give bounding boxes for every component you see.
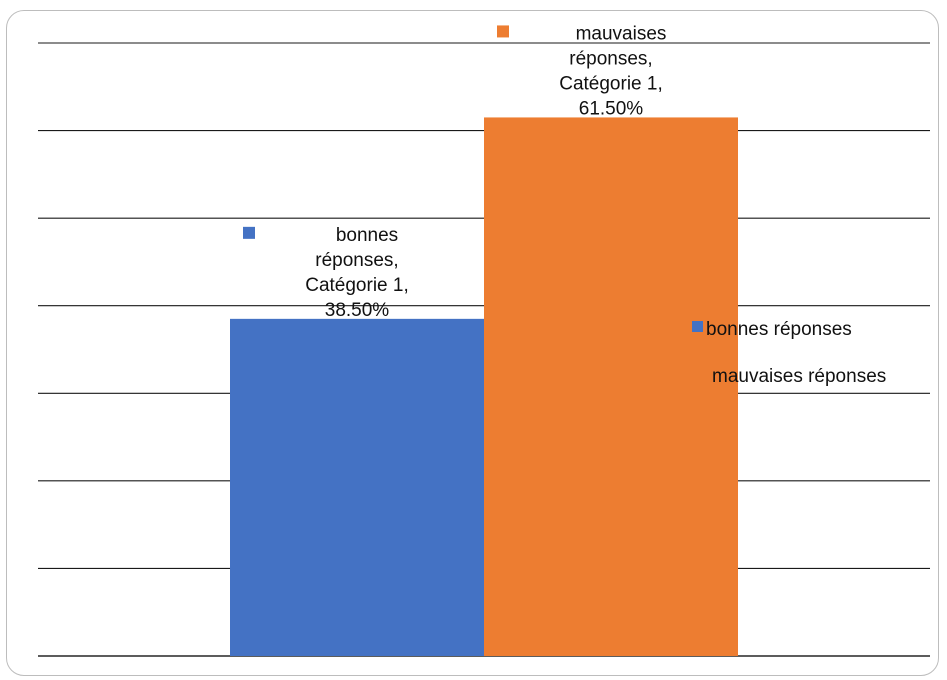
bar-mauvaises-reponses bbox=[484, 117, 738, 656]
data-label-bonnes-line-3: Catégorie 1, bbox=[305, 275, 409, 296]
data-label-bonnes-line-4: 38.50% bbox=[325, 300, 390, 321]
data-label-bonnes-line-1: bonnes bbox=[336, 225, 398, 246]
data-label-key-mauvaises bbox=[497, 25, 509, 38]
data-label-mauvaises-line-4: 61.50% bbox=[579, 98, 644, 119]
data-label-bonnes-line-2: réponses, bbox=[315, 250, 398, 271]
legend-key-bonnes-reponses bbox=[692, 321, 703, 332]
data-label-mauvaises-line-2: réponses, bbox=[569, 48, 652, 69]
legend-label-bonnes-reponses: bonnes réponses bbox=[706, 319, 852, 340]
data-label-key-bonnes bbox=[243, 226, 255, 239]
legend-label-mauvaises-reponses: mauvaises réponses bbox=[712, 366, 886, 387]
data-label-mauvaises-line-3: Catégorie 1, bbox=[559, 73, 663, 94]
bar-bonnes-reponses bbox=[230, 318, 484, 656]
data-label-mauvaises-line-1: mauvaises bbox=[576, 23, 667, 44]
